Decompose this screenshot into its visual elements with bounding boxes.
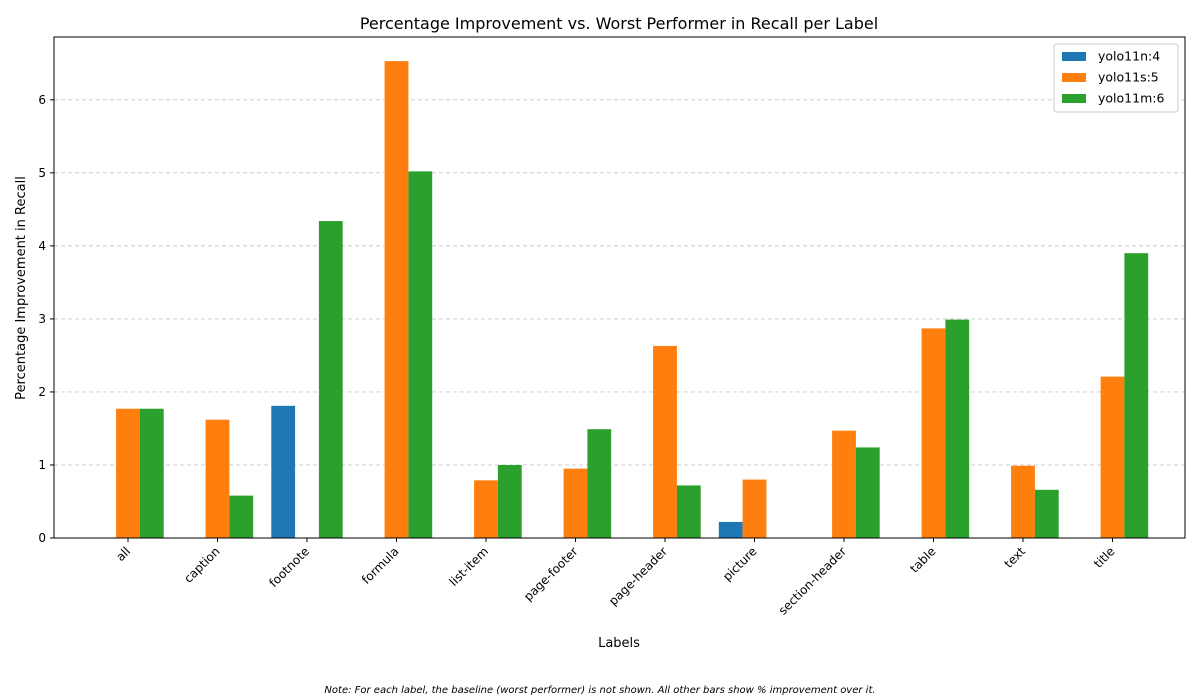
x-tick-label-section-header: section-header [776,544,849,617]
bar-yolo11s-5-table [921,328,946,538]
x-tick-label-footnote: footnote [266,544,312,590]
bar-yolo11s-5-title [1100,376,1125,538]
bar-yolo11s-5-section-header [832,430,856,538]
chart-note: Note: For each label, the baseline (wors… [324,685,875,696]
x-axis-label: Labels [598,636,640,651]
bar-yolo11m-6-title [1124,253,1149,538]
plot-frame [53,36,1186,539]
y-tick-label: 6 [38,93,46,107]
y-tick-label: 5 [38,166,46,180]
bar-yolo11n-4-footnote [271,405,296,538]
x-tick-label-caption: caption [181,544,222,585]
y-tick-label: 4 [38,239,46,253]
legend-label-yolo11s-5: yolo11s:5 [1098,70,1159,85]
bar-yolo11s-5-page-footer [563,468,588,538]
bar-yolo11m-6-all [139,408,164,538]
legend-swatch-yolo11s-5 [1062,73,1086,82]
bar-yolo11n-4-picture [718,521,743,538]
legend-label-yolo11m-6: yolo11m:6 [1098,91,1164,106]
bar-yolo11m-6-page-header [676,485,701,538]
x-tick-label-picture: picture [720,544,760,584]
x-tick-label-formula: formula [359,544,402,587]
bar-yolo11m-6-text [1034,489,1059,538]
x-axis-ticks: all caption footnote formula list-item page-f… [113,538,1118,618]
bar-yolo11m-6-page-footer [587,429,612,538]
bar-yolo11s-5-all [116,408,140,538]
bar-yolo11m-6-caption [229,495,254,538]
y-axis-ticks: 0 1 2 3 4 5 6 [38,93,54,545]
bar-yolo11m-6-list-item [497,464,522,538]
legend-swatch-yolo11n-4 [1062,52,1086,61]
bar-yolo11s-5-picture [742,479,767,538]
y-tick-label: 1 [38,458,46,472]
x-tick-label-table: table [907,544,938,575]
y-tick-label: 3 [38,312,46,326]
y-tick-label: 0 [38,531,46,545]
legend-swatch-yolo11m-6 [1062,94,1086,103]
legend-label-yolo11n-4: yolo11n:4 [1098,49,1160,64]
chart-title: Percentage Improvement vs. Worst Perform… [360,14,878,33]
bar-yolo11s-5-page-header [653,345,677,538]
x-tick-label-title: title [1091,544,1117,570]
x-tick-label-page-footer: page-footer [521,544,581,604]
bar-yolo11m-6-section-header [855,447,880,538]
bar-yolo11s-5-caption [205,419,230,538]
x-tick-label-text: text [1001,544,1028,571]
bar-yolo11m-6-table [945,319,970,538]
bar-yolo11m-6-formula [408,171,433,538]
y-tick-label: 2 [38,385,46,399]
bar-yolo11s-5-text [1011,465,1035,538]
grid-lines [54,99,1185,466]
x-tick-label-list-item: list-item [447,544,492,589]
bar-yolo11m-6-footnote [318,221,343,538]
bar-yolo11s-5-list-item [474,480,498,538]
x-tick-label-page-header: page-header [606,544,670,608]
x-tick-label-all: all [113,544,133,564]
y-axis-label: Percentage Improvement in Recall [14,176,29,400]
legend: yolo11n:4 yolo11s:5 yolo11m:6 [1053,43,1179,113]
bar-yolo11s-5-formula [384,61,409,538]
bars [116,61,1149,538]
